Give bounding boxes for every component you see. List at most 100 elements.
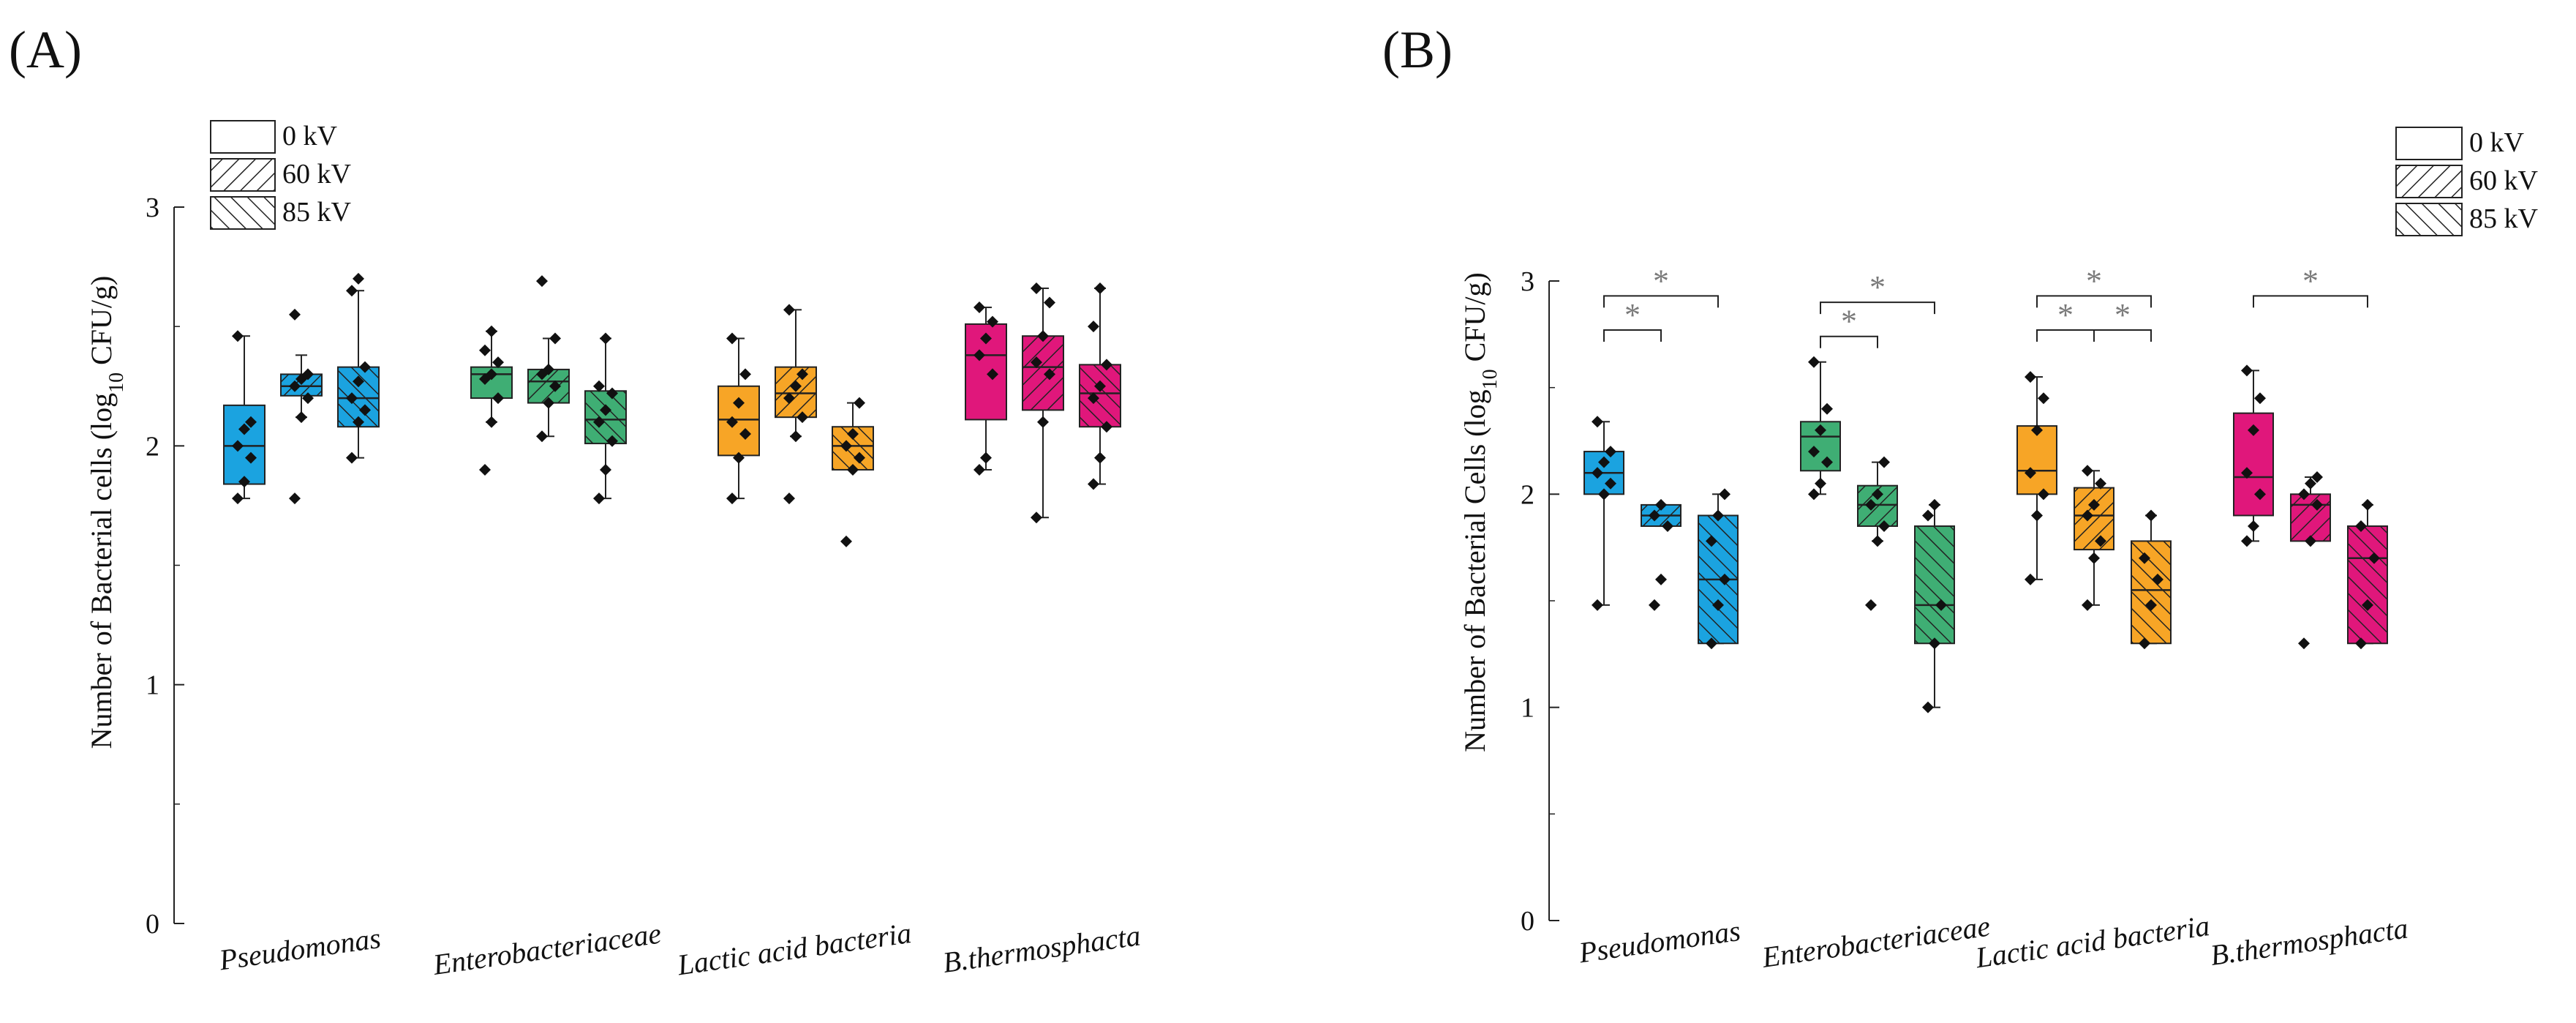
data-point bbox=[359, 404, 371, 416]
box-body bbox=[718, 385, 760, 457]
data-point bbox=[2254, 392, 2266, 405]
data-point bbox=[486, 416, 497, 428]
data-point bbox=[2254, 488, 2266, 501]
data-point bbox=[1044, 368, 1055, 381]
data-point bbox=[346, 392, 358, 405]
panel-b-box-b-thermosphacta-60-kv bbox=[2290, 471, 2331, 650]
data-point bbox=[1605, 477, 1616, 490]
data-point bbox=[2305, 535, 2316, 547]
data-point bbox=[2082, 509, 2093, 522]
data-point bbox=[2145, 509, 2157, 522]
panel-a-legend: 0 kV 60 kV 85 kV bbox=[210, 120, 352, 230]
panel-b-legend-swatch-0-kv bbox=[2395, 127, 2463, 160]
panel-b-significance-bracket: * bbox=[2036, 263, 2152, 308]
data-point bbox=[726, 332, 738, 345]
data-point bbox=[1808, 488, 1820, 501]
data-point bbox=[302, 392, 314, 405]
data-point bbox=[1044, 296, 1055, 309]
panel-b-box-lactic-acid-bacteria-60-kv bbox=[2074, 465, 2114, 611]
data-point bbox=[302, 368, 314, 381]
panel-b-significance-bracket: * bbox=[1603, 297, 1662, 342]
data-point bbox=[2025, 573, 2036, 585]
data-point bbox=[2139, 637, 2150, 650]
panel-b-significance-bracket: * bbox=[2253, 263, 2368, 308]
data-point bbox=[1878, 456, 1890, 468]
data-point bbox=[1922, 701, 1934, 713]
data-point bbox=[2241, 467, 2253, 479]
panel-a-category-label: Pseudomonas bbox=[216, 921, 383, 977]
panel-a-legend-hatch-60-kv bbox=[210, 158, 276, 192]
bracket-line bbox=[2253, 295, 2368, 308]
data-point bbox=[295, 411, 307, 424]
data-point bbox=[2145, 599, 2157, 611]
data-point bbox=[289, 380, 301, 392]
data-point bbox=[232, 330, 244, 342]
data-point bbox=[2362, 599, 2373, 611]
data-point bbox=[536, 275, 548, 288]
panel-a-box-lactic-acid-bacteria-0-kv bbox=[718, 332, 760, 505]
data-point bbox=[1031, 356, 1042, 369]
panel-b-box-lactic-acid-bacteria-85-kv bbox=[2131, 509, 2172, 650]
panel-a-box-b-thermosphacta-0-kv bbox=[965, 301, 1007, 476]
data-point bbox=[1101, 421, 1112, 433]
panel-a-legend-swatch-0-kv bbox=[210, 120, 276, 154]
panel-a-box-lactic-acid-bacteria-85-kv bbox=[832, 397, 874, 547]
data-point bbox=[1815, 424, 1826, 436]
data-point bbox=[2139, 552, 2150, 564]
data-point bbox=[232, 492, 244, 505]
data-point bbox=[1821, 456, 1833, 468]
data-point bbox=[1655, 498, 1667, 511]
box-body bbox=[2016, 425, 2057, 495]
bracket-line bbox=[1603, 329, 1662, 342]
data-point bbox=[1649, 599, 1660, 611]
data-point bbox=[543, 363, 554, 375]
data-point bbox=[1935, 599, 1947, 611]
panel-a-category-label: Enterobacteriaceae bbox=[431, 917, 663, 981]
box-hatch bbox=[2131, 541, 2171, 644]
data-point bbox=[2311, 471, 2323, 484]
significance-star: * bbox=[1869, 269, 1886, 305]
data-point bbox=[238, 423, 250, 435]
data-point bbox=[359, 361, 371, 373]
data-point bbox=[289, 308, 301, 321]
panel-b-legend-hatch-60-kv bbox=[2395, 165, 2463, 198]
data-point bbox=[289, 492, 301, 505]
data-point bbox=[2025, 467, 2036, 479]
data-point bbox=[479, 344, 491, 356]
panel-b-category-label: B.thermosphacta bbox=[2208, 911, 2410, 971]
data-point bbox=[2368, 552, 2380, 564]
panel-b-y-tick-label: 3 bbox=[1521, 266, 1534, 297]
data-point bbox=[593, 416, 605, 428]
data-point bbox=[1592, 416, 1603, 428]
panel-a-box-pseudomonas-60-kv bbox=[280, 308, 323, 505]
data-point bbox=[739, 368, 751, 381]
data-point bbox=[2031, 424, 2043, 436]
data-point bbox=[1929, 498, 1940, 511]
significance-star: * bbox=[1653, 263, 1669, 299]
data-point bbox=[2025, 371, 2036, 383]
box-hatch bbox=[2291, 494, 2330, 542]
data-point bbox=[1088, 478, 1099, 490]
panel-a-legend-hatch-85-kv bbox=[210, 196, 276, 230]
panel-a-box-enterobacteriaceae-60-kv bbox=[527, 275, 570, 443]
data-point bbox=[1808, 356, 1820, 368]
data-point bbox=[739, 428, 751, 441]
data-point bbox=[2298, 637, 2310, 650]
data-point bbox=[2298, 488, 2310, 501]
box-hatch bbox=[1080, 364, 1121, 427]
panel-b-box-enterobacteriaceae-85-kv bbox=[1914, 498, 1955, 713]
data-point bbox=[2355, 520, 2367, 533]
panel-a-box-pseudomonas-0-kv bbox=[223, 330, 265, 505]
data-point bbox=[973, 349, 985, 361]
data-point bbox=[980, 332, 992, 345]
data-point bbox=[1712, 599, 1724, 611]
data-point bbox=[1865, 599, 1877, 611]
data-point bbox=[486, 368, 497, 381]
data-point bbox=[1929, 637, 1940, 650]
box-hatch bbox=[1023, 336, 1063, 411]
panel-b-box-b-thermosphacta-85-kv bbox=[2347, 498, 2388, 650]
data-point bbox=[2082, 599, 2093, 611]
data-point bbox=[593, 380, 605, 392]
panel-b-box-enterobacteriaceae-60-kv bbox=[1857, 456, 1898, 611]
